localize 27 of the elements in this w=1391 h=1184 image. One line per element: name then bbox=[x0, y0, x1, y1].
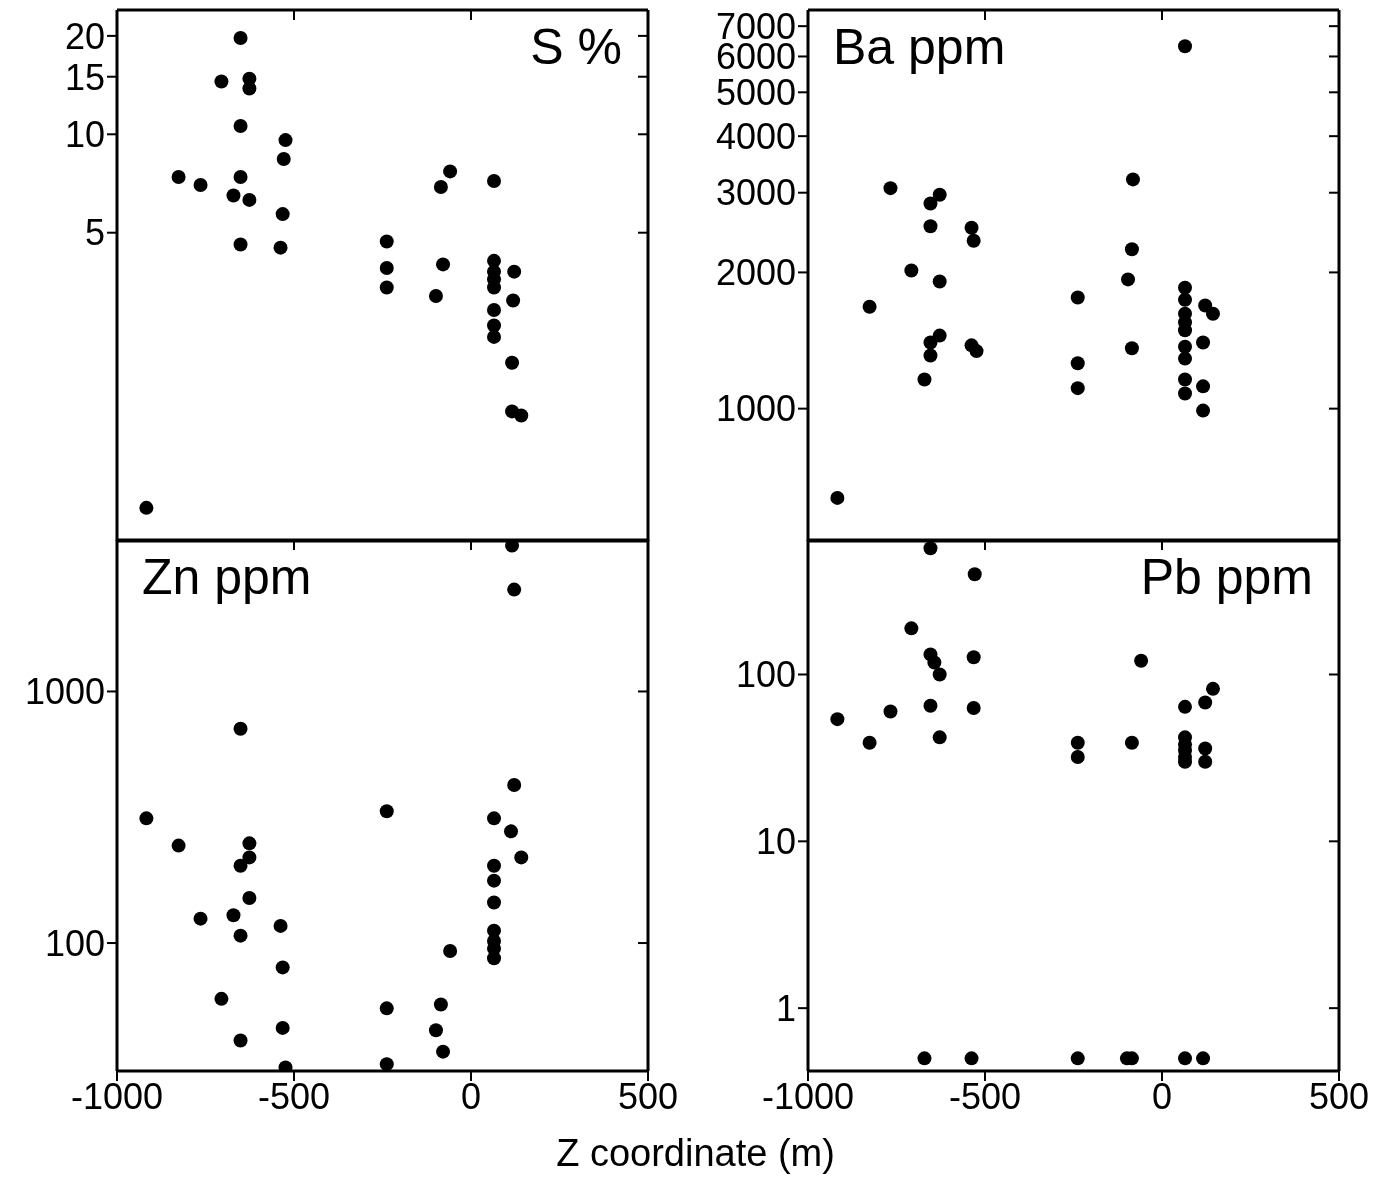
y-tick-label: 1000 bbox=[715, 388, 796, 430]
y-tick-label: 1000 bbox=[24, 671, 105, 713]
y-tick-label: 4000 bbox=[715, 115, 796, 157]
y-tick-label: 5000 bbox=[715, 72, 796, 114]
x-tick-label: 500 bbox=[617, 1075, 679, 1117]
x-tick-label: -500 bbox=[948, 1075, 1022, 1117]
chart-title: Pb ppm bbox=[1140, 548, 1313, 606]
chart-title: Zn ppm bbox=[142, 548, 312, 606]
y-tick-label: 3000 bbox=[715, 172, 796, 214]
chart-title: S % bbox=[530, 18, 622, 76]
x-tick-label: 0 bbox=[460, 1075, 482, 1117]
x-axis-title: Z coordinate (m) bbox=[555, 1132, 836, 1175]
y-tick-label: 1 bbox=[775, 987, 796, 1029]
y-tick-label: 10 bbox=[755, 821, 796, 863]
x-tick-label: -1000 bbox=[761, 1075, 855, 1117]
y-tick-label: 5 bbox=[84, 212, 105, 254]
y-tick-label: 100 bbox=[735, 654, 796, 696]
y-tick-label: 100 bbox=[44, 922, 105, 964]
x-tick-label: -1000 bbox=[70, 1075, 164, 1117]
y-tick-label: 2000 bbox=[715, 252, 796, 294]
y-tick-label: 20 bbox=[64, 15, 105, 57]
x-tick-label: -500 bbox=[257, 1075, 331, 1117]
chart-title: Ba ppm bbox=[833, 18, 1006, 76]
y-tick-label: 10 bbox=[64, 114, 105, 156]
x-tick-label: 500 bbox=[1308, 1075, 1370, 1117]
y-tick-label: 15 bbox=[64, 56, 105, 98]
x-tick-label: 0 bbox=[1151, 1075, 1173, 1117]
